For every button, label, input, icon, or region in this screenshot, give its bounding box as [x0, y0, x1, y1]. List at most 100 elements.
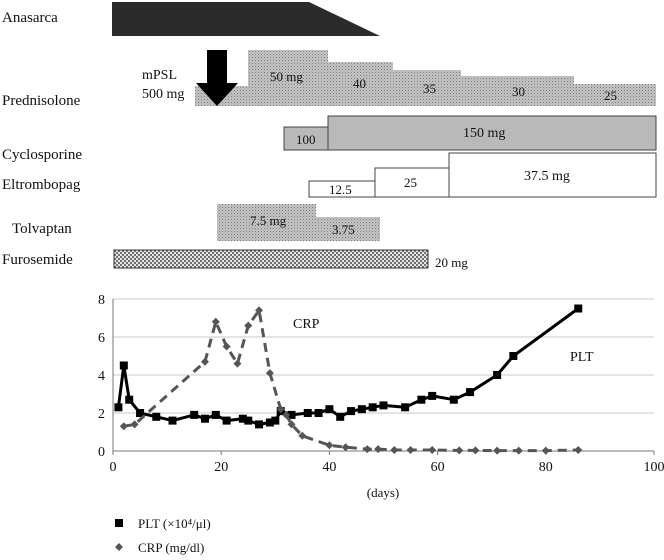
crp-data-point: [244, 321, 253, 330]
crp-data-point: [222, 342, 231, 351]
row-label-cyclosporine: Cyclosporine: [2, 147, 82, 163]
crp-data-point: [541, 446, 550, 455]
legend-crp-label: CRP (mg/dl): [138, 540, 204, 555]
plt-series-line: [116, 307, 580, 426]
plt-data-point: [401, 403, 410, 412]
row-label-furosemide: Furosemide: [2, 252, 73, 268]
prednisolone-dose-50: 50 mg: [270, 69, 303, 84]
prednisolone-dose-35: 35: [423, 81, 436, 96]
crp-data-point: [428, 446, 437, 455]
crp-data-point: [574, 446, 583, 455]
y-tick-label: 4: [98, 369, 105, 384]
crp-data-point: [298, 431, 307, 440]
crp-data-point: [341, 443, 350, 452]
cyclosporine-dose-100: 100: [296, 132, 316, 147]
prednisolone-dose-25: 25: [604, 88, 617, 103]
plt-data-point: [347, 407, 356, 416]
prednisolone-step-40: [328, 62, 393, 106]
y-tick-label: 8: [98, 293, 105, 308]
prednisolone-step-35: [393, 70, 461, 106]
chart-series: PLT CRP: [114, 304, 594, 455]
plt-data-point: [119, 361, 128, 370]
crp-data-point: [200, 357, 209, 366]
plt-data-point: [303, 409, 312, 417]
mpsl-label: mPSL: [142, 68, 177, 83]
chart-gridlines: [113, 298, 654, 414]
plt-data-point: [509, 352, 518, 360]
plt-data-point: [325, 405, 334, 414]
plt-data-point: [190, 410, 199, 419]
cyclosporine-bar-150: [327, 115, 657, 151]
x-tick-label: 0: [110, 460, 117, 475]
prednisolone-step-25: [574, 84, 656, 106]
crp-series-label: CRP: [293, 317, 320, 332]
y-tick-label: 6: [98, 331, 105, 346]
row-label-prednisolone: Prednisolone: [2, 93, 81, 109]
crp-data-point: [211, 317, 220, 326]
eltrombopag-dose-12-5: 12.5: [329, 182, 352, 197]
plt-data-point: [466, 388, 475, 397]
prednisolone-dose-40: 40: [353, 76, 366, 91]
plt-data-point: [238, 414, 247, 423]
crp-data-point: [390, 446, 399, 455]
y-tick-label: 0: [98, 445, 105, 460]
x-tick-label: 80: [539, 460, 553, 475]
eltrombopag-dose-25: 25: [404, 175, 417, 190]
plt-data-point: [152, 412, 161, 421]
x-tick-label: 20: [214, 460, 228, 475]
tolvaptan-dose-3-75: 3.75: [332, 222, 355, 237]
anasarca-wedge: [112, 2, 380, 36]
chart-legend: PLT (×10⁴/μl) CRP (mg/dl): [115, 516, 211, 555]
eltrombopag-dose-37-5: 37.5 mg: [524, 169, 570, 184]
plt-data-point: [417, 395, 426, 404]
plt-data-point: [211, 410, 220, 419]
furosemide-bar: [113, 249, 429, 269]
x-tick-label: 60: [431, 460, 445, 475]
x-axis-title: (days): [367, 485, 400, 500]
crp-data-point: [130, 420, 139, 429]
plt-data-point: [168, 416, 177, 425]
plt-data-point: [314, 409, 323, 417]
row-label-anasarca: Anasarca: [2, 10, 58, 26]
crp-data-point: [406, 446, 415, 455]
cyclosporine-dose-150: 150 mg: [463, 126, 505, 141]
furosemide-dose: 20 mg: [435, 255, 468, 270]
plt-data-point: [449, 395, 458, 404]
crp-data-point: [363, 445, 372, 454]
crp-data-point: [265, 369, 274, 378]
crp-data-point: [119, 422, 128, 431]
legend-plt-label: PLT (×10⁴/μl): [138, 516, 211, 531]
plt-data-point: [428, 391, 437, 400]
plt-data-point: [114, 403, 123, 412]
legend-crp-marker: [115, 543, 123, 551]
prednisolone-step-30: [461, 76, 574, 106]
plt-data-point: [136, 409, 145, 417]
crp-data-point: [233, 359, 242, 368]
y-tick-label: 2: [98, 407, 105, 422]
tolvaptan-bar-3-75: [316, 217, 380, 241]
mpsl-pulse-arrow-icon: [196, 50, 238, 106]
plt-data-point: [493, 371, 502, 379]
crp-data-point: [276, 405, 285, 414]
plt-data-point: [222, 416, 231, 425]
tolvaptan-bar-7-5: [217, 204, 316, 241]
plt-data-point: [244, 416, 253, 425]
crp-data-point: [282, 410, 291, 419]
plt-data-point: [368, 403, 377, 412]
eltrombopag-bar-37-5: [448, 152, 657, 198]
row-label-tolvaptan: Tolvaptan: [12, 221, 72, 237]
tolvaptan-dose-7-5: 7.5 mg: [250, 213, 287, 228]
crp-data-point: [374, 445, 383, 454]
crp-data-point: [493, 446, 502, 455]
plt-data-point: [200, 414, 209, 423]
crp-data-point: [471, 446, 480, 455]
crp-data-point: [255, 306, 264, 315]
crp-data-point: [455, 446, 464, 455]
plt-data-point: [271, 416, 280, 425]
plt-data-point: [125, 395, 134, 404]
crp-data-point: [514, 446, 523, 455]
prednisolone-dose-30: 30: [512, 84, 525, 99]
